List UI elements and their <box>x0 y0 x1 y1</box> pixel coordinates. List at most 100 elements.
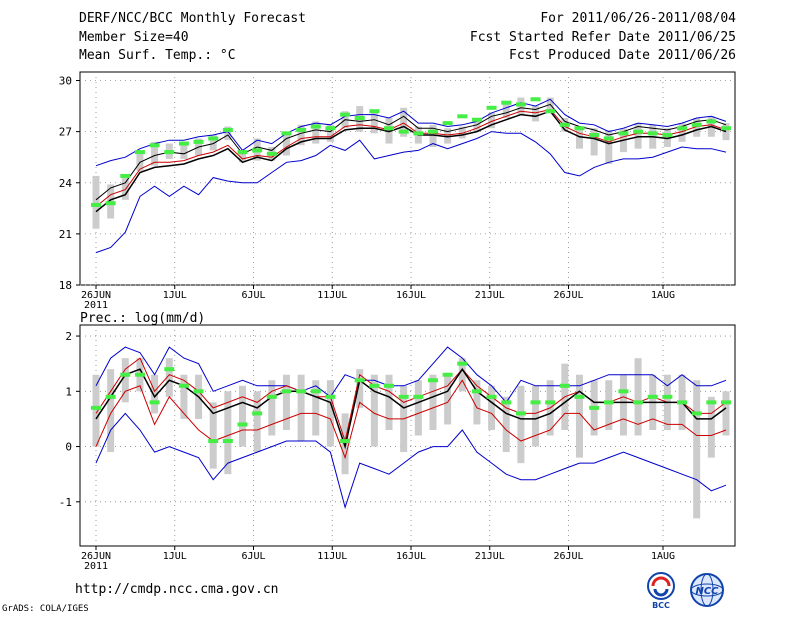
x-tick-label: 1JUL <box>163 551 187 562</box>
ensemble-marker <box>384 383 395 388</box>
spread-box <box>151 374 159 414</box>
spread-box <box>634 358 642 436</box>
series-line-lower <box>95 367 727 450</box>
ensemble-marker <box>413 131 424 136</box>
x-tick-label: 11JUL <box>317 551 347 562</box>
x-tick-label: 1AUG <box>651 290 675 301</box>
x-tick-label: 26JUL <box>553 551 583 562</box>
spread-box <box>121 358 129 403</box>
spread-box <box>107 369 115 453</box>
series-line-mean <box>95 357 727 443</box>
ensemble-marker <box>340 439 351 444</box>
series-line-spread <box>95 379 727 460</box>
spread-box <box>312 121 320 144</box>
panel-frame-0 <box>79 71 736 286</box>
ensemble-marker <box>120 173 131 178</box>
ensemble-marker <box>325 126 336 131</box>
spread-box <box>722 391 730 436</box>
spread-box <box>151 141 159 166</box>
spread-box <box>356 369 364 408</box>
x-tick-label: 26JUN <box>81 551 111 562</box>
ensemble-marker <box>237 150 248 155</box>
forecast-period: For 2011/06/26-2011/08/04 <box>540 11 736 26</box>
ncc-logo-text: NCC <box>695 586 719 597</box>
spread-box <box>385 118 393 144</box>
ensemble-marker <box>442 121 453 126</box>
x-tick-label: 26JUL <box>553 290 583 301</box>
x-tick-label: 6JUL <box>241 551 265 562</box>
spread-box <box>634 123 642 149</box>
ensemble-marker <box>706 119 717 124</box>
ensemble-marker <box>281 131 292 136</box>
spread-box <box>312 380 320 436</box>
spread-box <box>239 385 247 447</box>
spread-box <box>488 112 496 129</box>
ensemble-marker <box>178 141 189 146</box>
ensemble-marker <box>237 422 248 427</box>
spread-box <box>92 374 100 447</box>
spread-box <box>180 374 188 419</box>
spread-box <box>444 374 452 425</box>
x-tick-label: 26JUN <box>81 290 111 301</box>
spread-box <box>224 391 232 475</box>
series-line-min <box>95 131 727 254</box>
variable-label: Mean Surf. Temp.: °C <box>79 48 236 63</box>
ensemble-marker <box>662 133 673 138</box>
ensemble-marker <box>677 400 688 405</box>
series-line-max <box>95 98 727 167</box>
ensemble-marker <box>457 361 468 366</box>
x-tick-label: 16JUL <box>396 551 426 562</box>
ensemble-marker <box>559 383 570 388</box>
ensemble-marker <box>691 411 702 416</box>
spread-box <box>619 374 627 436</box>
ensemble-marker <box>574 126 585 131</box>
ensemble-marker <box>545 109 556 114</box>
spread-box <box>180 141 188 159</box>
spread-box <box>414 380 422 436</box>
ensemble-marker <box>91 202 101 207</box>
spread-box <box>400 107 408 137</box>
y-tick-label: -1 <box>59 496 72 509</box>
spread-box <box>224 126 232 141</box>
ensemble-marker <box>633 400 644 405</box>
x-tick-label: 11JUL <box>317 290 347 301</box>
source-url[interactable]: http://cmdp.ncc.cma.gov.cn <box>75 582 279 597</box>
ensemble-marker <box>252 148 263 153</box>
ensemble-marker <box>471 117 482 122</box>
ensemble-marker <box>457 114 468 119</box>
ensemble-marker <box>164 150 175 155</box>
ensemble-marker <box>721 126 731 131</box>
ensemble-marker <box>442 372 453 377</box>
y-tick-label: 24 <box>59 177 73 190</box>
spread-box <box>444 128 452 144</box>
spread-box <box>458 358 466 392</box>
ensemble-marker <box>281 389 292 394</box>
ensemble-marker <box>413 394 424 399</box>
spread-box <box>473 119 481 132</box>
spread-box <box>297 374 305 442</box>
ensemble-marker <box>603 136 614 141</box>
spread-box <box>693 380 701 519</box>
spread-box <box>473 380 481 425</box>
ensemble-marker <box>589 133 600 138</box>
ensemble-marker <box>501 400 512 405</box>
spread-box <box>297 124 305 146</box>
ensemble-marker <box>589 405 600 410</box>
spread-box <box>707 396 715 458</box>
spread-box <box>663 128 671 147</box>
spread-box <box>370 374 378 447</box>
ensemble-marker <box>677 126 688 131</box>
x-tick-label: 21JUL <box>475 290 505 301</box>
spread-box <box>502 396 510 453</box>
spread-box <box>458 126 466 139</box>
ensemble-marker <box>647 131 658 136</box>
ensemble-marker <box>486 105 497 110</box>
spread-box <box>282 374 290 430</box>
member-size-label: Member Size=40 <box>79 30 189 45</box>
spread-box <box>678 123 686 142</box>
spread-box <box>693 118 701 137</box>
ensemble-marker <box>384 126 395 131</box>
spread-box <box>385 374 393 430</box>
ensemble-marker <box>222 439 233 444</box>
spread-box <box>722 123 730 141</box>
